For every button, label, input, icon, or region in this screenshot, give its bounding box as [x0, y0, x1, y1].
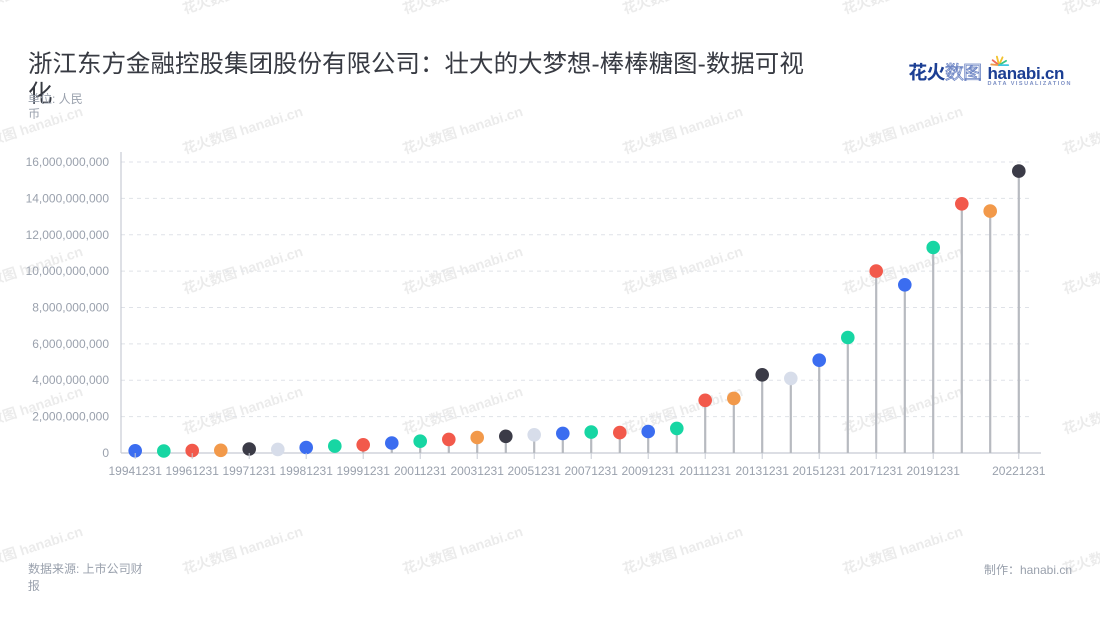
svg-text:8,000,000,000: 8,000,000,000 [32, 301, 109, 315]
svg-text:20191231: 20191231 [907, 464, 961, 478]
svg-text:20151231: 20151231 [793, 464, 847, 478]
svg-text:16,000,000,000: 16,000,000,000 [26, 155, 110, 169]
svg-text:2,000,000,000: 2,000,000,000 [32, 410, 109, 424]
svg-text:20111231: 20111231 [679, 464, 731, 478]
svg-text:20091231: 20091231 [622, 464, 676, 478]
svg-text:6,000,000,000: 6,000,000,000 [32, 337, 109, 351]
svg-text:20171231: 20171231 [850, 464, 904, 478]
svg-text:20011231: 20011231 [394, 464, 447, 478]
svg-text:10,000,000,000: 10,000,000,000 [26, 264, 110, 278]
svg-text:0: 0 [102, 446, 109, 460]
svg-text:19981231: 19981231 [280, 464, 334, 478]
svg-text:19991231: 19991231 [337, 464, 391, 478]
svg-text:20051231: 20051231 [508, 464, 562, 478]
svg-text:20071231: 20071231 [565, 464, 619, 478]
svg-text:4,000,000,000: 4,000,000,000 [32, 373, 109, 387]
svg-text:14,000,000,000: 14,000,000,000 [26, 191, 110, 205]
svg-text:19961231: 19961231 [166, 464, 220, 478]
svg-text:20131231: 20131231 [736, 464, 790, 478]
svg-text:19941231: 19941231 [109, 464, 163, 478]
svg-text:20221231: 20221231 [992, 464, 1046, 478]
svg-text:20031231: 20031231 [451, 464, 505, 478]
svg-text:12,000,000,000: 12,000,000,000 [26, 228, 110, 242]
svg-text:19971231: 19971231 [223, 464, 277, 478]
